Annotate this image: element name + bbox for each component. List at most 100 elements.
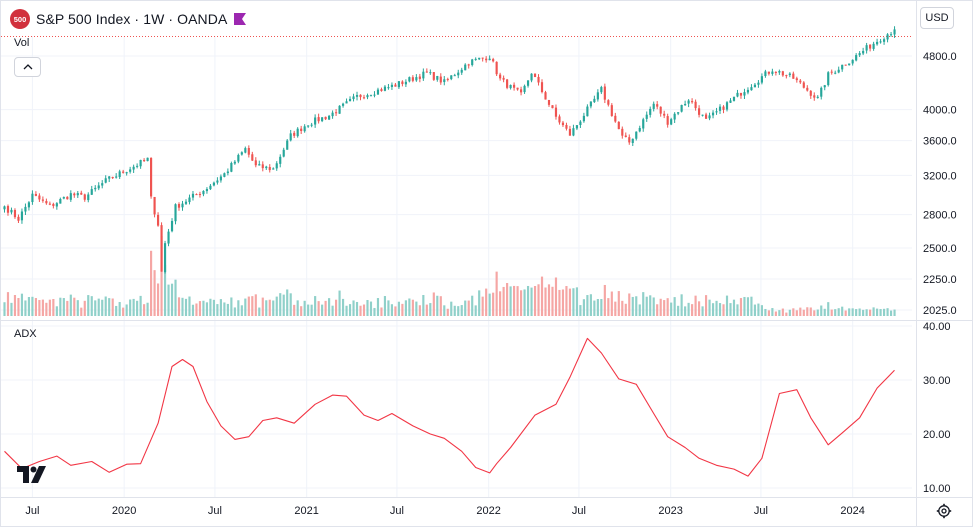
volume-bar — [411, 299, 414, 316]
volume-bar — [729, 303, 732, 316]
candle-body — [760, 76, 763, 83]
volume-bar — [362, 304, 366, 316]
volume-bar — [328, 298, 331, 316]
currency-button[interactable]: USD — [920, 7, 954, 29]
volume-bar — [289, 293, 292, 316]
volume-bar — [813, 310, 816, 316]
volume-bar — [617, 291, 620, 316]
candle-body — [631, 138, 634, 143]
volume-bar — [247, 296, 250, 316]
volume-bar — [464, 300, 467, 316]
candle-body — [150, 157, 153, 197]
candle-body — [533, 73, 537, 78]
candle-body — [603, 86, 606, 100]
volume-bar — [579, 305, 582, 316]
candle-body — [799, 80, 802, 83]
volume-bar — [869, 309, 872, 316]
volume-bar — [334, 299, 338, 316]
tradingview-logo-icon[interactable] — [17, 466, 47, 484]
volume-bar — [45, 302, 48, 316]
collapse-button[interactable] — [14, 57, 41, 77]
volume-bar — [830, 309, 833, 316]
flag-icon[interactable] — [233, 12, 247, 26]
volume-bar — [816, 309, 819, 316]
volume-bar — [453, 305, 456, 316]
candle-body — [436, 76, 439, 80]
candle-body — [293, 132, 296, 136]
candle-body — [725, 102, 729, 110]
candle-body — [659, 106, 662, 114]
volume-bar — [575, 287, 579, 316]
candle-body — [855, 55, 858, 61]
candle-body — [673, 113, 676, 120]
volume-bar — [638, 304, 641, 316]
adx-tick-label: 20.00 — [923, 429, 951, 441]
volume-bar — [177, 297, 181, 316]
candle-body — [642, 119, 645, 129]
candle-body — [226, 171, 229, 174]
candle-body — [38, 195, 41, 200]
candle-body — [425, 71, 428, 73]
candle-body — [718, 106, 722, 111]
volume-bar — [254, 294, 257, 316]
candle-body — [369, 95, 373, 97]
volume-bar — [649, 295, 652, 316]
candle-body — [670, 119, 673, 125]
candle-body — [561, 122, 565, 126]
candle-body — [303, 126, 306, 132]
candle-body — [830, 71, 833, 73]
volume-bar — [143, 304, 146, 316]
candle-body — [446, 78, 449, 80]
volume-bar — [547, 284, 551, 316]
volume-bar — [160, 236, 163, 316]
volume-bar — [153, 270, 156, 316]
volume-bar — [610, 291, 613, 316]
volume-bar — [523, 289, 526, 316]
candle-body — [865, 45, 868, 51]
volume-bar — [614, 301, 617, 316]
volume-bar — [572, 288, 575, 316]
candle-body — [146, 157, 149, 162]
candle-body — [275, 163, 278, 169]
volume-bar — [862, 309, 865, 316]
volume-bar — [495, 271, 498, 316]
volume-bar — [485, 288, 488, 316]
volume-bar — [209, 298, 212, 316]
candle-body — [177, 204, 181, 208]
candle-body — [188, 197, 191, 203]
volume-bar — [314, 296, 317, 316]
volume-bar — [802, 309, 805, 316]
candle-body — [139, 159, 142, 167]
candle-body — [715, 111, 718, 113]
candle-body — [341, 103, 345, 106]
candle-body — [362, 97, 366, 99]
candle-body — [820, 87, 823, 97]
volume-bar — [526, 285, 530, 316]
volume-bar — [502, 286, 505, 316]
time-tick-label: 2024 — [840, 505, 864, 517]
volume-bar — [233, 307, 236, 316]
volume-bar — [537, 284, 540, 316]
volume-bar — [94, 300, 97, 316]
candle-body — [314, 117, 317, 125]
candle-body — [554, 107, 558, 117]
volume-bar — [645, 296, 648, 316]
volume-bar — [73, 297, 76, 316]
candle-body — [345, 101, 348, 104]
candle-body — [10, 209, 13, 213]
volume-bar — [265, 300, 268, 316]
volume-bar — [13, 295, 17, 316]
volume-bar — [834, 309, 837, 316]
candle-body — [34, 194, 37, 196]
symbol-badge[interactable]: 500 — [10, 9, 30, 29]
candle-body — [258, 164, 261, 166]
candle-body — [729, 100, 732, 103]
candle-body — [331, 112, 334, 117]
volume-bar — [321, 304, 324, 316]
candle-body — [62, 197, 65, 199]
gear-icon[interactable] — [936, 503, 952, 519]
chart-title[interactable]: S&P 500 Index · 1W · OANDA — [36, 11, 228, 27]
candle-body — [397, 81, 400, 88]
